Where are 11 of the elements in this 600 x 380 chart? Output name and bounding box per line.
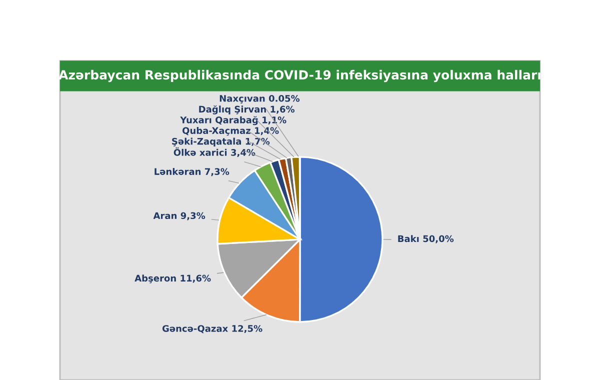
slice-label: Ölkə xarici 3,4% (174, 147, 256, 158)
slice-label: Lənkəran 7,3% (154, 168, 230, 176)
slice-label: Abşeron 11,6% (134, 274, 211, 284)
slice-label: Naxçıvan 0.05% (220, 94, 300, 104)
slice-label: Quba-Xaçmaz 1,4% (182, 126, 279, 136)
slice-label: Bakı 50,0% (398, 235, 454, 244)
slice-label: Dağlıq Şirvan 1,6% (199, 105, 295, 114)
slice-label: Şəki-Zaqatala 1,7% (172, 138, 270, 146)
slice-label: Aran 9,3% (153, 212, 206, 220)
slice-label: Gəncə-Qazax 12,5% (162, 325, 262, 334)
slice-label: Yuxarı Qarabağ 1,1% (180, 116, 286, 126)
